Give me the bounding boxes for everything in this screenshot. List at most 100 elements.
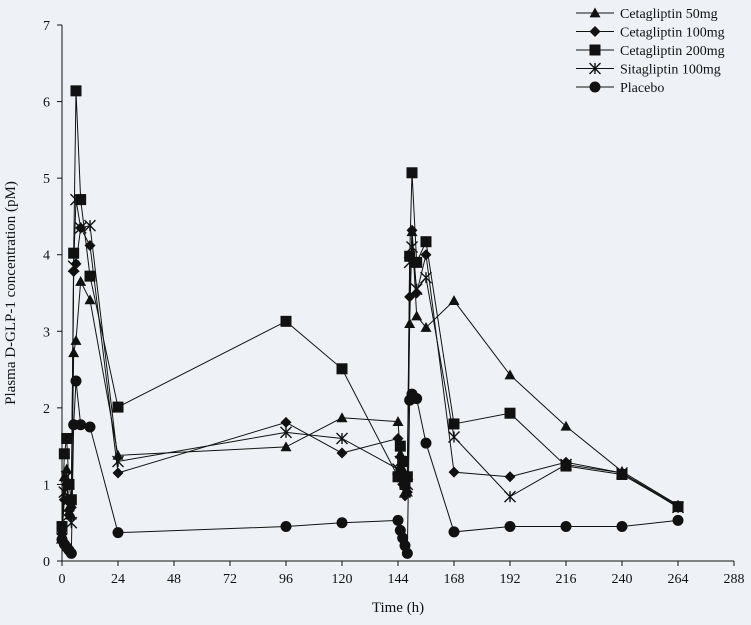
data-point	[448, 466, 460, 478]
series-group	[56, 85, 684, 559]
x-tick-label: 96	[279, 572, 293, 587]
data-point	[448, 418, 460, 430]
legend: Cetagliptin 50mg Cetagliptin 100mg Cetagli…	[576, 7, 725, 96]
data-point	[56, 521, 68, 533]
legend-marker	[589, 62, 601, 75]
data-point	[420, 437, 432, 449]
series-line	[61, 90, 679, 527]
data-point	[280, 315, 292, 327]
x-tick-label: 0	[59, 572, 66, 587]
data-point	[401, 478, 414, 491]
x-tick-label: 72	[223, 572, 237, 587]
legend-marker	[589, 7, 601, 18]
y-axis-label: Plasma D-GLP-1 concentration (pM)	[3, 181, 19, 405]
data-point	[70, 375, 82, 387]
series-line	[61, 199, 679, 539]
legend-item: Sitagliptin 100mg	[576, 63, 721, 78]
x-tick-label: 216	[556, 572, 577, 587]
y-tick-label: 3	[43, 325, 50, 340]
data-point	[448, 526, 460, 538]
data-point	[672, 501, 684, 514]
series-triangle	[56, 226, 684, 535]
data-point	[397, 455, 409, 467]
legend-item: Placebo	[576, 81, 664, 96]
data-point	[420, 249, 432, 261]
data-point	[280, 416, 292, 428]
data-point	[672, 514, 684, 526]
x-tick-label: 24	[111, 572, 125, 587]
data-point	[411, 310, 423, 321]
data-point	[504, 407, 516, 419]
data-point	[75, 419, 87, 431]
data-point	[84, 294, 96, 305]
data-point	[560, 521, 572, 533]
x-tick-label: 264	[668, 572, 689, 587]
data-point	[70, 193, 82, 206]
data-point	[336, 412, 348, 423]
data-point	[63, 478, 75, 490]
data-point	[58, 486, 71, 499]
data-point	[406, 241, 418, 254]
y-tick-label: 0	[43, 555, 50, 570]
data-point	[112, 455, 124, 468]
legend-item: Cetagliptin 50mg	[576, 7, 718, 22]
data-point	[401, 547, 413, 559]
data-point	[67, 260, 80, 273]
data-point	[70, 334, 82, 345]
data-point	[112, 449, 124, 460]
data-point	[616, 521, 628, 533]
legend-marker	[589, 44, 601, 56]
x-tick-label: 48	[167, 572, 181, 587]
data-point	[504, 521, 516, 533]
data-point	[420, 271, 432, 284]
data-point	[410, 283, 423, 296]
data-point	[403, 256, 416, 269]
data-point	[61, 432, 73, 444]
data-point	[75, 194, 87, 206]
data-point	[616, 466, 628, 479]
data-point	[84, 270, 96, 282]
data-point	[394, 455, 407, 468]
data-point	[336, 363, 348, 375]
data-point	[404, 250, 416, 262]
data-point	[392, 514, 404, 526]
data-point	[65, 547, 77, 559]
data-point	[112, 401, 124, 413]
data-point	[420, 236, 432, 248]
data-point	[504, 490, 516, 503]
y-tick-label: 4	[43, 249, 50, 264]
data-point	[448, 430, 460, 443]
x-tick-label: 144	[388, 572, 409, 587]
legend-marker	[589, 26, 601, 37]
series-diamond	[56, 222, 684, 540]
y-tick-label: 7	[43, 19, 50, 34]
x-tick-label: 240	[612, 572, 633, 587]
data-point	[504, 369, 516, 380]
series-circle	[56, 375, 684, 559]
data-point	[336, 447, 348, 459]
data-point	[112, 467, 124, 479]
y-tick-label: 6	[43, 96, 50, 111]
data-point	[411, 256, 423, 268]
y-tick-label: 5	[43, 172, 50, 187]
x-axis-label: Time (h)	[372, 600, 424, 616]
legend-marker	[589, 81, 601, 93]
data-point	[504, 471, 516, 483]
data-point	[336, 517, 348, 529]
series-line	[61, 226, 679, 535]
data-point	[84, 219, 96, 232]
x-tick-label: 288	[724, 572, 745, 587]
data-point	[394, 448, 406, 459]
data-point	[75, 276, 87, 286]
legend-label: Sitagliptin 100mg	[620, 63, 721, 78]
series-square	[56, 85, 684, 533]
data-point	[280, 426, 292, 439]
data-point	[58, 448, 70, 460]
data-point	[392, 416, 404, 427]
data-point	[560, 458, 572, 471]
data-point	[406, 167, 418, 179]
data-point	[336, 432, 348, 445]
data-point	[68, 347, 80, 358]
data-point	[560, 420, 572, 431]
series-star	[56, 193, 684, 545]
